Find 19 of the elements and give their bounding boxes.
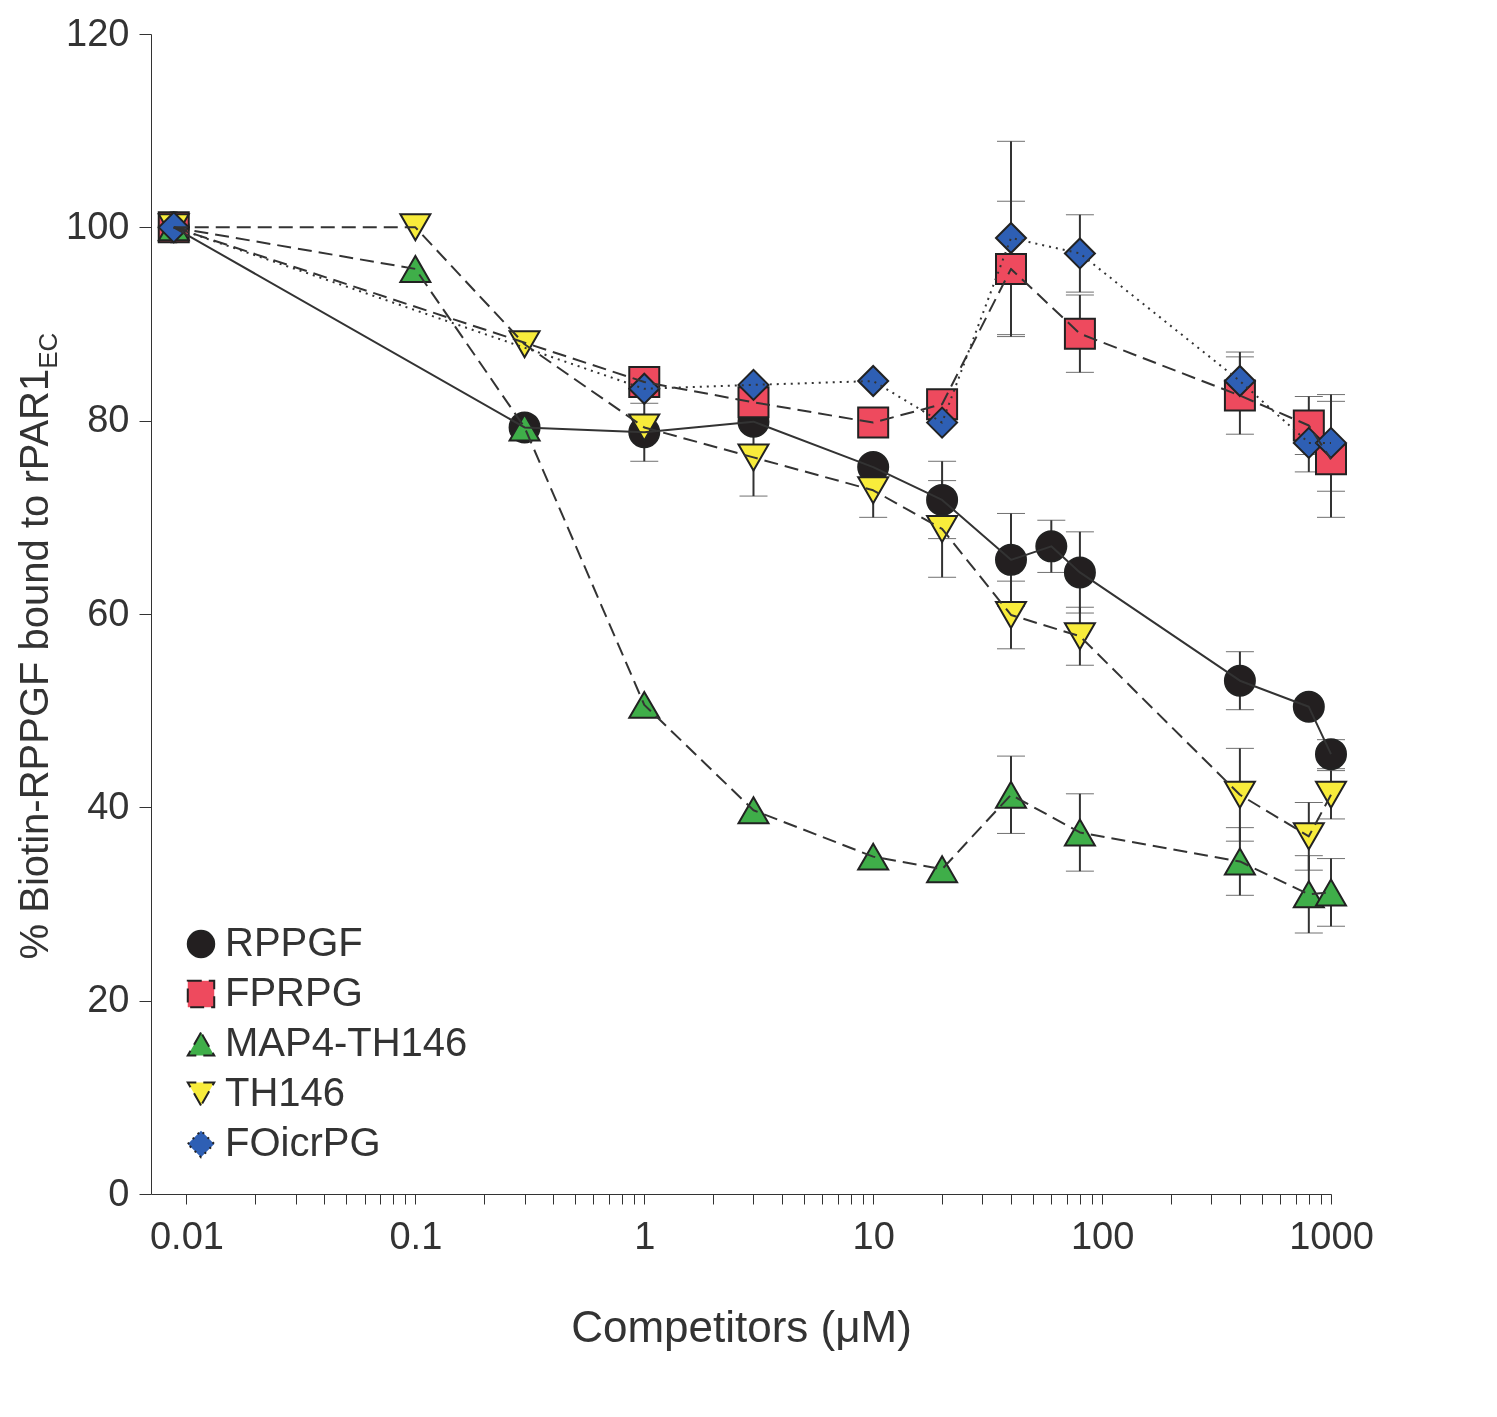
legend-label: MAP4-TH146 — [225, 1020, 468, 1064]
legend-label: RPPGF — [225, 920, 363, 964]
y-tick-label: 100 — [66, 204, 130, 247]
x-tick-label: 1000 — [1289, 1214, 1374, 1257]
x-tick-label: 100 — [1070, 1214, 1135, 1257]
legend-label: TH146 — [225, 1070, 346, 1114]
y-tick-label: 0 — [108, 1171, 130, 1214]
x-axis-title: Competitors (μM) — [571, 1301, 912, 1351]
y-tick-label: 20 — [87, 978, 130, 1021]
y-tick-label: 40 — [87, 784, 130, 827]
y-tick-label: 120 — [66, 11, 130, 54]
y-tick-label: 80 — [87, 398, 130, 441]
legend-label: FOicrPG — [225, 1120, 381, 1164]
y-tick-label: 60 — [87, 591, 130, 634]
x-tick-label: 10 — [852, 1214, 895, 1257]
x-tick-label: 0.1 — [389, 1214, 443, 1257]
x-tick-label: 0.01 — [149, 1214, 224, 1257]
legend-label: FPRPG — [225, 970, 363, 1014]
x-tick-label: 1 — [634, 1214, 656, 1257]
